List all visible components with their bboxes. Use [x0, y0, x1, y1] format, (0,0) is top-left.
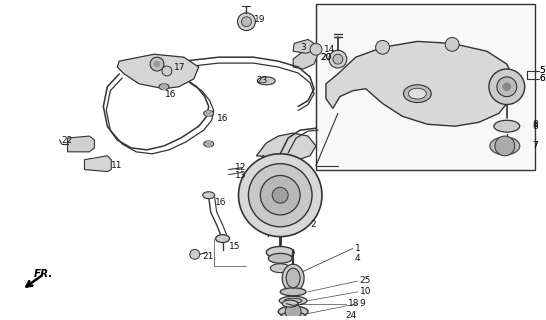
Ellipse shape: [203, 192, 215, 199]
Ellipse shape: [216, 235, 229, 243]
Text: 4: 4: [355, 254, 360, 263]
Polygon shape: [293, 39, 314, 53]
Bar: [316, 4, 535, 170]
Ellipse shape: [159, 84, 169, 90]
Circle shape: [190, 250, 200, 259]
Text: 16: 16: [165, 90, 176, 99]
Text: 10: 10: [360, 287, 371, 296]
Circle shape: [503, 83, 511, 91]
Text: 16: 16: [217, 114, 228, 123]
Text: 5: 5: [539, 67, 545, 76]
Text: 12: 12: [235, 163, 246, 172]
Polygon shape: [117, 54, 199, 89]
Text: 23: 23: [257, 76, 268, 85]
Polygon shape: [85, 156, 111, 172]
Text: 7: 7: [533, 141, 538, 150]
Text: 11: 11: [111, 161, 123, 170]
Circle shape: [260, 175, 300, 215]
Ellipse shape: [266, 246, 294, 258]
Circle shape: [489, 69, 525, 105]
Ellipse shape: [490, 137, 520, 155]
Ellipse shape: [280, 288, 306, 296]
Text: 8: 8: [533, 122, 538, 131]
Text: 24: 24: [346, 311, 357, 320]
Text: 1: 1: [355, 244, 360, 253]
Text: 6: 6: [539, 74, 545, 84]
Text: 20: 20: [320, 53, 331, 62]
Circle shape: [376, 40, 389, 54]
Circle shape: [445, 37, 459, 51]
Text: 22: 22: [62, 135, 73, 145]
Text: 2: 2: [310, 220, 316, 229]
Ellipse shape: [280, 312, 306, 320]
Circle shape: [333, 54, 343, 64]
Text: 9: 9: [360, 299, 365, 308]
Text: 17: 17: [174, 62, 186, 72]
Circle shape: [238, 13, 256, 31]
Ellipse shape: [286, 268, 300, 288]
Circle shape: [495, 136, 515, 156]
Circle shape: [285, 304, 301, 319]
Text: 13: 13: [235, 171, 246, 180]
Circle shape: [241, 17, 251, 27]
Ellipse shape: [279, 296, 307, 305]
Circle shape: [272, 187, 288, 203]
Text: 19: 19: [254, 15, 266, 24]
Ellipse shape: [204, 141, 213, 147]
Text: 25: 25: [360, 276, 371, 285]
Circle shape: [248, 164, 312, 227]
Circle shape: [239, 154, 322, 236]
Text: 14: 14: [324, 45, 335, 54]
Ellipse shape: [278, 306, 308, 317]
Ellipse shape: [494, 120, 520, 132]
Text: 18: 18: [348, 299, 359, 308]
Text: FR.: FR.: [34, 269, 53, 279]
Ellipse shape: [284, 298, 302, 303]
Text: 21: 21: [203, 252, 214, 261]
Text: 16: 16: [215, 198, 226, 207]
Polygon shape: [326, 41, 515, 126]
Circle shape: [206, 110, 212, 116]
Text: 7: 7: [533, 141, 538, 150]
Text: 5: 5: [539, 67, 545, 76]
Circle shape: [497, 77, 517, 97]
Text: 3: 3: [300, 43, 306, 52]
Circle shape: [154, 61, 160, 67]
Text: 20: 20: [320, 53, 331, 62]
Circle shape: [161, 84, 167, 90]
Polygon shape: [257, 133, 316, 160]
Circle shape: [162, 66, 172, 76]
Circle shape: [206, 141, 212, 147]
Ellipse shape: [282, 300, 298, 307]
Text: 15: 15: [229, 242, 240, 251]
Circle shape: [310, 44, 322, 55]
Polygon shape: [68, 136, 94, 152]
Text: 6: 6: [539, 74, 545, 84]
Ellipse shape: [282, 264, 304, 292]
Circle shape: [150, 57, 164, 71]
Ellipse shape: [270, 264, 290, 273]
Polygon shape: [293, 47, 318, 69]
Text: 8: 8: [533, 120, 538, 129]
Ellipse shape: [403, 85, 431, 102]
Ellipse shape: [268, 253, 292, 263]
Ellipse shape: [257, 77, 275, 85]
Circle shape: [329, 50, 347, 68]
Ellipse shape: [204, 110, 213, 116]
Ellipse shape: [408, 88, 426, 99]
